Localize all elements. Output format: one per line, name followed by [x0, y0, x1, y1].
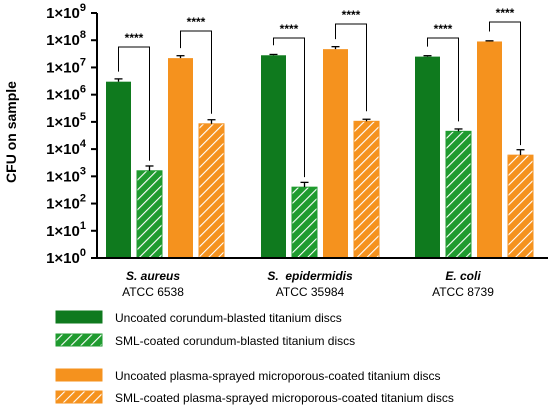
category-strain: ATCC 8739 [432, 285, 494, 299]
legend-swatch [55, 368, 103, 382]
category-name: E. coli [445, 269, 481, 283]
bar [323, 49, 348, 258]
bar [415, 56, 440, 258]
legend-label: SML-coated corundum-blasted titanium dis… [115, 334, 355, 348]
significance-bracket [118, 46, 150, 161]
y-tick-label: 1×101 [46, 220, 86, 240]
legend-swatch [55, 333, 103, 347]
y-tick-label: 1×107 [46, 56, 86, 76]
y-tick-label: 1×104 [46, 138, 87, 158]
legend: Uncoated corundum-blasted titanium discs… [55, 310, 454, 405]
significance-bracket [335, 23, 367, 112]
y-axis-label: CFU on sample [3, 81, 19, 183]
significance-label: **** [342, 8, 361, 22]
y-axis-ticks: 1×100 1×101 1×102 1×103 1×104 1×105 1×106 1×107… [46, 2, 97, 267]
category-strain: ATCC 6538 [122, 285, 184, 299]
bar [261, 55, 286, 259]
significance-bracket [489, 21, 521, 146]
bar [198, 123, 225, 259]
category-strain: ATCC 35984 [276, 285, 345, 299]
y-tick-label: 1×102 [46, 193, 86, 213]
category-name: S. epidermidis [267, 269, 353, 283]
y-tick-label: 1×109 [46, 2, 86, 22]
bar [445, 130, 472, 259]
bar [507, 154, 534, 259]
error-bars [114, 40, 525, 188]
significance-label: **** [496, 6, 515, 20]
significance-bracket [180, 30, 212, 114]
x-axis-category-labels: S. aureus ATCC 6538 S. epidermidis ATCC 359… [122, 269, 494, 299]
significance-bracket [427, 37, 459, 122]
bar [353, 120, 380, 259]
significance-label: **** [125, 31, 144, 45]
significance-label: **** [280, 22, 299, 36]
bar [291, 186, 318, 259]
legend-swatch [55, 390, 103, 404]
y-tick-label: 1×103 [46, 165, 86, 185]
y-tick-label: 1×105 [46, 111, 86, 131]
significance-bracket [273, 37, 305, 178]
legend-swatch [55, 310, 103, 324]
y-tick-label: 1×100 [46, 247, 86, 267]
legend-label: SML-coated plasma-sprayed microporous-co… [115, 391, 454, 405]
significance-label: **** [434, 22, 453, 36]
significance-label: **** [187, 15, 206, 29]
bar [136, 170, 163, 259]
category-name: S. aureus [126, 269, 180, 283]
significance-brackets: **** **** **** **** **** **** [118, 6, 521, 178]
bar [106, 81, 131, 258]
y-tick-label: 1×108 [46, 29, 86, 49]
y-tick-label: 1×106 [46, 84, 86, 104]
bars [106, 41, 534, 259]
bar [477, 41, 502, 259]
legend-label: Uncoated plasma-sprayed microporous-coat… [115, 369, 440, 383]
legend-label: Uncoated corundum-blasted titanium discs [115, 311, 342, 325]
bar [168, 58, 193, 258]
